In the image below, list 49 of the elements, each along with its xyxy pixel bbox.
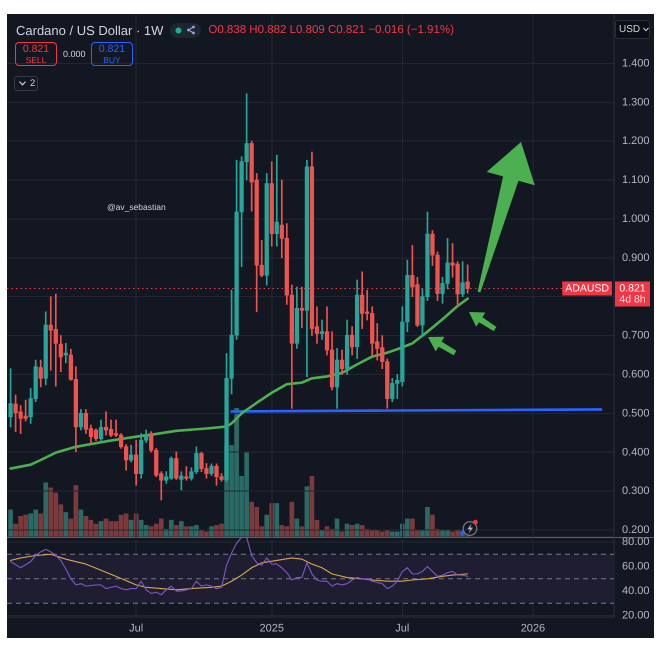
y-tick-label: 0.300 bbox=[622, 485, 650, 498]
bar bbox=[98, 521, 104, 537]
annotation: 0.821 bbox=[98, 43, 126, 55]
text: 4d 8h bbox=[619, 293, 646, 306]
bar bbox=[304, 486, 310, 537]
annotation: 0.821 bbox=[22, 43, 50, 55]
text: O0.838 H0.882 L0.809 C0.821 −0.016 (−1.91%) bbox=[208, 24, 454, 36]
y-tick-label: 1.000 bbox=[622, 212, 650, 225]
bar bbox=[64, 512, 68, 537]
bar bbox=[38, 513, 44, 537]
y-tick-label: 20.00 bbox=[622, 610, 650, 622]
buy-button: 0.821 BUY bbox=[91, 42, 133, 66]
annotation: BUY bbox=[102, 55, 122, 66]
currency-dropdown: USD bbox=[615, 20, 650, 39]
y-tick-label: 1.300 bbox=[622, 96, 650, 108]
y-tick-label: 0.200 bbox=[622, 524, 650, 536]
annotation: 2 bbox=[30, 78, 36, 89]
y-tick-label: 1.400 bbox=[622, 57, 650, 70]
bar bbox=[264, 514, 270, 537]
annotation: @av_sebastian bbox=[107, 202, 166, 212]
x-tick-label: Jul bbox=[129, 622, 144, 635]
bar bbox=[209, 526, 214, 537]
y-tick-label: 60.00 bbox=[622, 560, 650, 573]
y-tick-label: 1.100 bbox=[622, 174, 650, 186]
y-tick-label: 80.00 bbox=[622, 536, 650, 548]
annotation: 0.000 bbox=[63, 49, 86, 59]
sell-button: 0.821 SELL bbox=[15, 42, 57, 66]
bar bbox=[78, 510, 84, 537]
annotation: SELL bbox=[24, 55, 48, 66]
bar bbox=[8, 510, 13, 537]
y-tick-label: 40.00 bbox=[622, 585, 650, 598]
y-tick-label: 0.400 bbox=[622, 446, 650, 458]
collapse-button: 2 bbox=[14, 76, 38, 91]
x-tick-label: 2026 bbox=[520, 622, 546, 635]
bar bbox=[43, 482, 48, 537]
y-tick-label: 0.700 bbox=[622, 330, 650, 342]
y-tick-label: 0.600 bbox=[622, 368, 650, 380]
x-tick-label: 2025 bbox=[260, 622, 284, 635]
y-tick-label: 1.200 bbox=[622, 135, 650, 148]
text: Cardano / US Dollar · 1W bbox=[16, 22, 164, 38]
bar bbox=[334, 518, 340, 537]
x-tick-label: Jul bbox=[395, 622, 410, 635]
text: 0.821 bbox=[619, 282, 646, 294]
y-tick-label: 0.900 bbox=[622, 252, 650, 264]
y-tick-label: 0.500 bbox=[622, 407, 650, 420]
bar bbox=[340, 532, 344, 537]
bar bbox=[274, 503, 280, 537]
bar bbox=[320, 530, 324, 537]
ref-line-label: ADAUSD bbox=[565, 282, 610, 294]
